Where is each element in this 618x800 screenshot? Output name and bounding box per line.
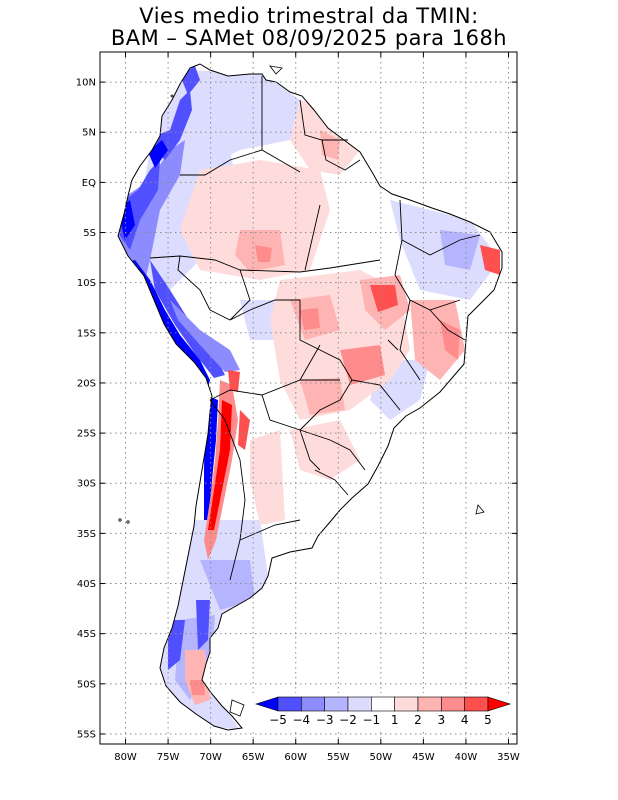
colorbar-label: −3 [316,713,334,727]
y-tick-label: EQ [82,178,96,189]
colorbar-bin [464,696,489,712]
x-tick-label: 60W [284,752,307,763]
y-tick-label: 15S [77,328,96,339]
colorbar-bin [417,696,442,712]
y-tick-label: 30S [77,479,96,490]
colorbar-label: 3 [438,713,446,727]
colorbar-max-triangle [487,696,511,712]
y-tick-label: 5S [83,228,96,239]
colorbar-label: 2 [414,713,422,727]
y-tick-label: 10S [77,278,96,289]
bias-shading [118,66,500,730]
chart-title-line-2: BAM – SAMet 08/09/2025 para 168h [110,26,508,50]
country-borders [149,76,481,581]
x-tick-label: 40W [455,752,478,763]
y-tick-label: 50S [77,679,96,690]
colorbar-bin [347,696,372,712]
colorbar-bin [277,696,302,712]
colorbar-label: −1 [362,713,380,727]
x-tick-label: 35W [497,752,520,763]
chart-title-line-1: Vies medio trimestral da TMIN: [139,4,479,28]
colorbar-bin [371,696,395,712]
x-tick-label: 50W [370,752,393,763]
islands [118,65,485,717]
x-tick-label: 75W [157,752,180,763]
colorbar-legend: −5 −4 −3 −2 −1 1 2 3 4 5 [250,693,516,729]
y-tick-label: 5N [82,128,96,139]
coastline [117,63,503,731]
y-tick-label: 25S [77,429,96,440]
colorbar-label: 1 [391,713,399,727]
axes: 80W 75W 70W 65W 60W 55W 50W 45W 40W 35W 10N 5N EQ 5S 1… [76,52,520,763]
x-tick-label: 45W [412,752,435,763]
y-tick-label: 35S [77,529,96,540]
colorbar-label: 5 [484,713,492,727]
y-tick-label: 10N [76,78,96,89]
colorbar-label: −2 [339,713,357,727]
x-tick-label: 65W [242,752,265,763]
colorbar-bin [394,696,419,712]
colorbar-label: −5 [269,713,287,727]
colorbar-bin [301,696,325,712]
colorbar-label: 4 [461,713,469,727]
graticule [100,52,517,744]
colorbar-bin [441,696,465,712]
colorbar-bin [324,696,349,712]
y-tick-label: 40S [77,579,96,590]
y-tick-label: 45S [77,629,96,640]
map-frame [99,51,518,745]
x-tick-label: 80W [114,752,137,763]
y-tick-label: 55S [77,729,96,740]
x-tick-label: 70W [199,752,222,763]
colorbar-label: −4 [292,713,310,727]
x-tick-label: 55W [327,752,350,763]
y-tick-label: 20S [77,378,96,389]
